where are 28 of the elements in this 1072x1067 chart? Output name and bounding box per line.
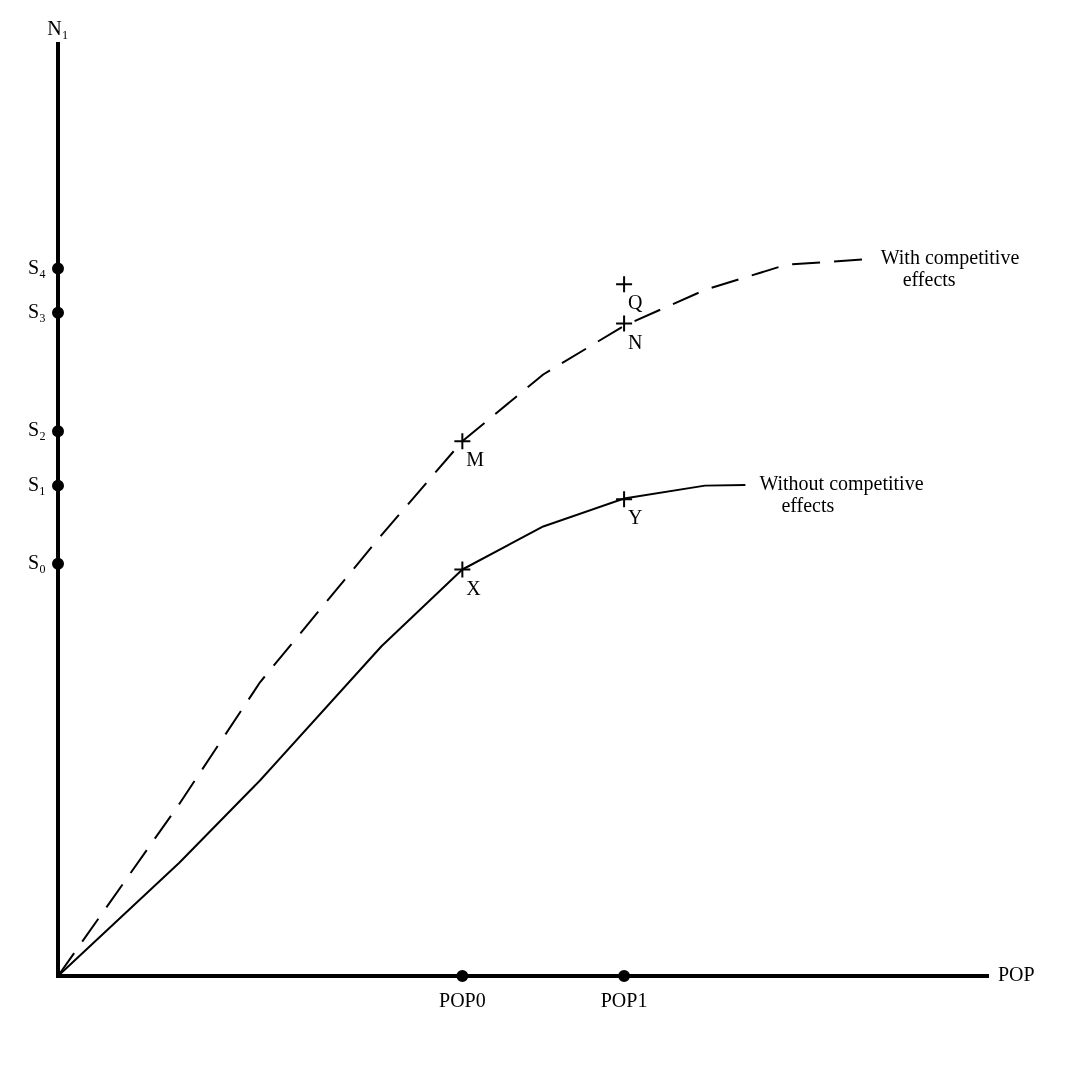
point (453, 432, 472, 451)
text: N₁ (47, 17, 69, 40)
series-label: With competitive effects (880, 246, 1020, 291)
point (52, 557, 64, 570)
series-label: S₄ (27, 255, 47, 278)
x-axis-title: POP (998, 963, 1035, 986)
annotation: X (466, 576, 482, 599)
x-tick-label: POP0 (439, 989, 486, 1012)
point (615, 275, 634, 294)
point (615, 314, 634, 333)
annotation: Y (628, 506, 643, 529)
annotation: Q (628, 291, 644, 314)
x-tick-label: POP1 (600, 989, 648, 1012)
series-label: Without competitive effects (759, 472, 924, 517)
point (615, 490, 634, 509)
point (52, 306, 64, 319)
point (618, 970, 631, 982)
annotation: M (466, 448, 485, 471)
series-label: S₁ (27, 472, 46, 495)
series-label: S₀ (27, 551, 47, 574)
point (52, 262, 64, 275)
series-label: S₂ (27, 418, 46, 441)
series-label: S₃ (27, 300, 46, 323)
point (453, 560, 472, 579)
point (456, 970, 469, 982)
point (52, 425, 64, 438)
annotation: N (628, 330, 643, 353)
point (52, 479, 64, 492)
